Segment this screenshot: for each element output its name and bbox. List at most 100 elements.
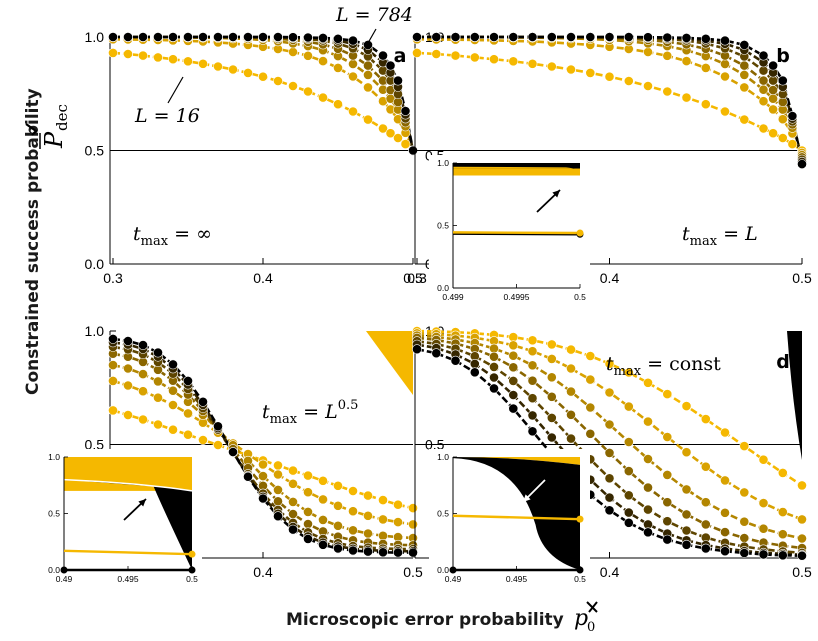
inset-band-black — [453, 457, 580, 570]
data-point — [662, 469, 673, 480]
data-point — [303, 487, 313, 498]
x-tick-label: 0.3 — [103, 270, 123, 286]
data-point — [700, 519, 711, 530]
data-point — [681, 92, 692, 103]
inset-x-tick-label: 0.5 — [574, 292, 586, 302]
series-group — [412, 326, 807, 561]
data-point — [739, 60, 750, 71]
data-point — [489, 343, 499, 354]
data-point — [303, 506, 313, 517]
data-point — [318, 475, 328, 486]
y-tick-label: 0.5 — [85, 437, 105, 453]
data-point — [363, 546, 373, 557]
x-axis-symbol-main: p — [574, 606, 588, 631]
data-point — [643, 504, 653, 515]
data-point — [758, 50, 769, 61]
data-point — [585, 68, 596, 78]
arrow-icon — [522, 479, 546, 503]
inset-x-tick-label: 0.4995 — [504, 292, 530, 302]
data-point — [604, 358, 615, 369]
data-point — [527, 410, 538, 421]
data-point — [643, 454, 653, 464]
data-point — [303, 519, 313, 529]
label-L-large-pointer — [363, 28, 377, 51]
data-point — [273, 511, 283, 522]
tmax-label: tmax = ∞ — [133, 223, 212, 249]
corner-wedge-yellow — [366, 331, 413, 395]
data-point — [623, 490, 634, 501]
data-point — [385, 128, 396, 139]
data-point — [508, 56, 519, 67]
data-point — [508, 390, 519, 400]
x-tick-label: 0.4 — [253, 270, 273, 286]
x-tick-label: 0.5 — [403, 270, 423, 286]
data-point — [228, 64, 238, 75]
data-point — [108, 48, 118, 58]
series-group — [108, 32, 418, 156]
data-point — [273, 32, 283, 42]
data-point — [333, 520, 343, 531]
data-point — [318, 494, 328, 505]
data-point — [787, 111, 798, 121]
data-point — [546, 353, 557, 364]
data-point — [273, 460, 283, 471]
inset-c: 0.0 0.5 1.0 0.49 0.495 0.5 — [40, 449, 202, 598]
data-point — [108, 360, 118, 370]
corner-wedge-black — [787, 331, 802, 460]
data-point — [508, 362, 519, 373]
data-point — [153, 376, 163, 387]
data-point — [348, 545, 358, 556]
data-point — [758, 65, 769, 76]
data-point — [408, 519, 418, 530]
data-point — [108, 375, 118, 386]
data-point — [739, 114, 750, 125]
label-L-small: L = 16 — [134, 76, 200, 127]
data-point — [213, 421, 223, 432]
data-point — [333, 33, 343, 44]
data-point — [400, 139, 411, 149]
series-line-6 — [112, 337, 413, 554]
panel-b: 0.0 0.5 1.0 0.3 0.4 0.5 b tmax = L 0.0 0.5 1.0 0.49… — [407, 29, 812, 316]
series-line-0 — [112, 409, 414, 510]
data-point — [363, 82, 373, 93]
data-point — [662, 497, 673, 508]
data-point — [527, 426, 538, 437]
data-point — [378, 547, 388, 558]
data-point — [412, 344, 422, 355]
data-point — [393, 547, 403, 558]
data-point — [527, 375, 538, 386]
data-point — [739, 533, 750, 543]
data-point — [739, 548, 750, 558]
data-point — [123, 49, 133, 59]
data-point — [108, 405, 118, 416]
data-point — [333, 480, 343, 491]
arrow-icon — [536, 189, 561, 213]
data-point — [138, 386, 148, 397]
data-point — [604, 71, 615, 82]
data-point — [797, 550, 807, 561]
data-point — [303, 86, 313, 97]
data-point — [662, 86, 673, 97]
inset-b: 0.0 0.5 1.0 0.499 0.4995 0.5 — [429, 155, 590, 316]
cross-icon — [586, 601, 598, 613]
data-point — [153, 347, 163, 358]
data-point — [123, 380, 133, 391]
data-point — [739, 487, 750, 498]
data-point — [566, 344, 576, 355]
inset-black-endpoint — [188, 566, 196, 574]
data-point — [758, 123, 769, 134]
data-point — [183, 375, 193, 386]
data-point — [585, 402, 596, 413]
data-point — [153, 32, 163, 42]
data-point — [720, 106, 730, 117]
data-point — [546, 372, 557, 383]
x-tick-label: 0.5 — [403, 564, 423, 580]
data-point — [566, 433, 576, 444]
data-point — [643, 416, 653, 427]
data-point — [198, 32, 208, 42]
data-point — [489, 32, 499, 42]
data-point — [700, 543, 711, 554]
inset-black-line — [452, 232, 581, 236]
